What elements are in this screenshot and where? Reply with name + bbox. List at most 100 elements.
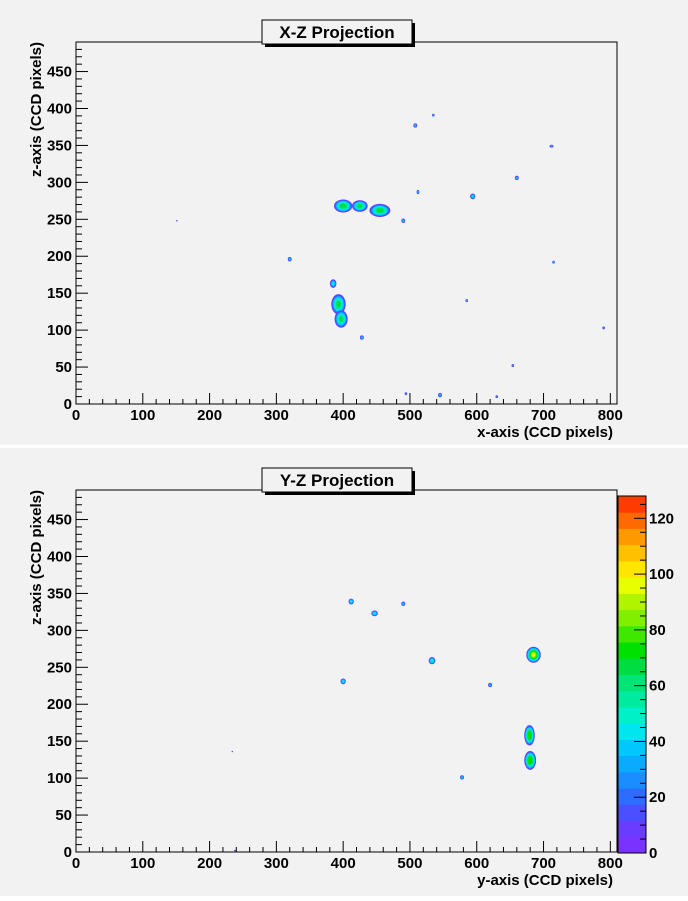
color-scale-label: 60 bbox=[649, 678, 666, 695]
contour-level bbox=[512, 364, 514, 367]
contour-level bbox=[552, 261, 555, 263]
data-spot bbox=[465, 299, 469, 302]
x-tick-label: 800 bbox=[598, 407, 623, 424]
contour-level bbox=[336, 301, 341, 308]
data-spot bbox=[404, 392, 408, 396]
data-spot bbox=[334, 310, 348, 328]
data-spot bbox=[401, 218, 406, 223]
y-tick-label: 200 bbox=[47, 248, 72, 265]
data-spot bbox=[416, 189, 420, 195]
contour-level bbox=[528, 757, 533, 764]
color-scale-band bbox=[618, 771, 646, 789]
contour-level bbox=[439, 394, 441, 397]
contour-level bbox=[288, 258, 291, 261]
contour-level bbox=[531, 652, 536, 657]
contour-level bbox=[414, 124, 417, 127]
data-spot bbox=[526, 646, 541, 663]
data-spots bbox=[231, 598, 541, 852]
y-tick-label: 200 bbox=[47, 696, 72, 713]
y-tick-label: 150 bbox=[47, 285, 72, 302]
color-scale-band bbox=[618, 820, 646, 838]
data-spot bbox=[524, 725, 535, 746]
x-tick-label: 600 bbox=[464, 855, 489, 872]
data-spot bbox=[524, 750, 537, 770]
color-scale-band bbox=[618, 658, 646, 675]
x-axis-label: x-axis (CCD pixels) bbox=[477, 424, 613, 441]
color-scale-band bbox=[618, 593, 646, 611]
contour-level bbox=[496, 395, 498, 398]
color-scale-band bbox=[618, 496, 646, 513]
color-scale-band bbox=[618, 642, 646, 659]
y-tick-label: 50 bbox=[55, 359, 72, 376]
panel-divider bbox=[0, 445, 688, 449]
xz-projection-panel: 0 100 200 300 400 500 600 700 800 0 50 100 150 200 250… bbox=[0, 0, 688, 448]
contour-level bbox=[342, 680, 345, 683]
color-scale-band bbox=[618, 544, 646, 562]
color-scale-band bbox=[618, 609, 646, 627]
color-scale-frame bbox=[617, 495, 647, 854]
x-tick-label: 200 bbox=[197, 855, 222, 872]
data-spot bbox=[460, 775, 464, 780]
contour-level bbox=[431, 659, 433, 662]
color-scale-label: 120 bbox=[649, 510, 674, 527]
data-spot bbox=[176, 220, 178, 222]
contour-level bbox=[176, 220, 178, 222]
x-tick-label: 700 bbox=[531, 855, 556, 872]
y-axis-ticks: 0 50 100 150 200 250 300 350 400 450 bbox=[47, 41, 88, 413]
x-tick-label: 600 bbox=[464, 407, 489, 424]
contour-level bbox=[402, 602, 405, 605]
data-spot bbox=[428, 657, 436, 665]
color-scale-band bbox=[618, 755, 646, 773]
title-box bbox=[261, 19, 413, 45]
chart-title: Y-Z Projection bbox=[280, 471, 394, 490]
data-spot bbox=[340, 678, 346, 685]
y-tick-label: 50 bbox=[55, 807, 72, 824]
x-tick-label: 400 bbox=[331, 407, 356, 424]
color-scale-band bbox=[618, 560, 646, 578]
x-tick-label: 100 bbox=[130, 855, 155, 872]
data-spot bbox=[470, 193, 476, 200]
data-spot bbox=[231, 750, 233, 753]
x-tick-label: 0 bbox=[72, 855, 80, 872]
yz-projection-chart: 0 100 200 300 400 500 600 700 800050100150200250… bbox=[28, 467, 674, 889]
data-spot bbox=[348, 598, 354, 605]
contour-level bbox=[360, 336, 363, 339]
contour-level bbox=[357, 204, 363, 208]
data-spot bbox=[549, 144, 554, 148]
data-spot bbox=[552, 260, 555, 264]
y-axis-ticks: 0 50 100 150 200 250 300 350 400 450 bbox=[47, 489, 88, 861]
color-scale-label: 40 bbox=[649, 733, 666, 750]
data-spot bbox=[352, 200, 368, 212]
x-tick-label: 200 bbox=[197, 407, 222, 424]
contour-level bbox=[417, 190, 419, 194]
x-tick-label: 0 bbox=[72, 407, 80, 424]
y-tick-label: 350 bbox=[47, 585, 72, 602]
data-spots bbox=[176, 113, 605, 399]
y-tick-label: 0 bbox=[64, 844, 72, 861]
contour-level bbox=[432, 114, 434, 116]
y-tick-label: 450 bbox=[47, 512, 72, 529]
contour-level bbox=[405, 392, 407, 395]
contour-level bbox=[402, 219, 405, 222]
contour-level bbox=[339, 316, 343, 322]
plot-frame bbox=[75, 41, 618, 405]
color-scale-band bbox=[618, 804, 646, 822]
color-scale-band bbox=[618, 788, 646, 805]
color-scale-band bbox=[618, 512, 646, 529]
y-tick-label: 250 bbox=[47, 659, 72, 676]
x-axis-ticks: 0 100 200 300 400 500 600 700 800 bbox=[72, 393, 623, 424]
color-scale-band bbox=[618, 625, 646, 643]
y-tick-label: 350 bbox=[47, 137, 72, 154]
data-spot bbox=[233, 849, 237, 852]
contour-level bbox=[489, 683, 492, 687]
data-spot bbox=[359, 335, 364, 340]
color-scale-band bbox=[618, 723, 646, 740]
x-tick-label: 500 bbox=[397, 855, 422, 872]
data-spot bbox=[495, 395, 499, 399]
contour-level bbox=[234, 849, 236, 852]
color-scale-label: 80 bbox=[649, 622, 666, 639]
data-spot bbox=[511, 364, 515, 367]
color-scale-label: 20 bbox=[649, 789, 666, 806]
x-axis-label: y-axis (CCD pixels) bbox=[477, 872, 613, 889]
y-tick-label: 100 bbox=[47, 770, 72, 787]
